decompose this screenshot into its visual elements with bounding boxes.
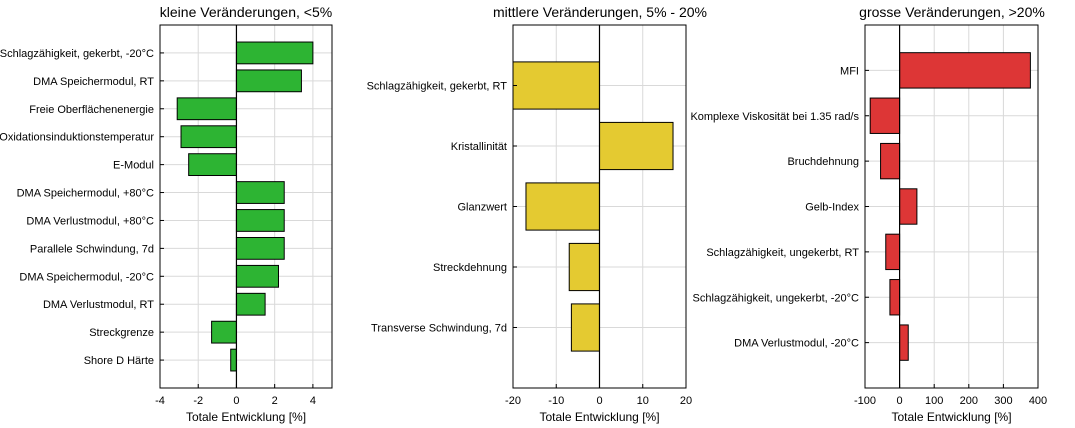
bar <box>235 181 285 204</box>
x-tick-label: 200 <box>960 395 978 407</box>
chart-panel-1: -4 -2 0 2 4 Schlagzähigkeit, gekerbt, -20°C DM… <box>0 4 333 424</box>
category-label: Transverse Schwindung, 7d <box>371 323 507 335</box>
bar <box>188 153 237 177</box>
x-axis-label: Totale Entwicklung [%] <box>539 410 659 424</box>
category-label: DMA Verlustmodul, RT <box>43 299 154 311</box>
bar <box>235 236 285 260</box>
bar <box>570 303 601 352</box>
x-tick-label: 4 <box>310 395 316 407</box>
x-axis-label: Totale Entwicklung [%] <box>891 410 1011 424</box>
bar <box>899 188 918 225</box>
x-tick-label: 300 <box>994 395 1012 407</box>
category-label: Komplexe Viskosität bei 1.35 rad/s <box>690 111 859 123</box>
category-label: Oxidationsinduktionstemperatur <box>0 132 154 144</box>
bar <box>899 52 1031 89</box>
category-label: DMA Speichermodul, -20°C <box>19 271 154 283</box>
x-tick-label: 20 <box>680 395 692 407</box>
x-tick-label: -4 <box>155 395 165 407</box>
chart-panel-3: -100 0 100 200 300 400 MFI Komplexe Viskosität … <box>690 4 1047 424</box>
category-label: Streckdehnung <box>433 262 507 274</box>
bar <box>568 242 600 292</box>
x-tick-label: 400 <box>1029 395 1047 407</box>
plot-frame <box>159 24 333 389</box>
category-label: DMA Verlustmodul, +80°C <box>26 215 154 227</box>
bar <box>512 61 600 110</box>
category-label: Parallele Schwindung, 7d <box>30 243 154 255</box>
bar <box>899 324 909 361</box>
category-label: Kristallinität <box>451 141 507 153</box>
bar <box>880 142 901 180</box>
chart-title: grosse Veränderungen, >20% <box>859 4 1045 20</box>
bar <box>230 348 237 372</box>
x-tick-label: 0 <box>596 395 602 407</box>
bar <box>885 233 901 271</box>
bar <box>235 209 285 232</box>
chart-panel-2: -20 -10 0 10 20 Schlagzähigkeit, gekerbt, RT K… <box>367 4 707 424</box>
category-label: DMA Speichermodul, RT <box>33 76 154 88</box>
bar <box>211 320 237 344</box>
category-label: Bruchdehnung <box>787 156 859 168</box>
x-tick-label: -20 <box>505 395 521 407</box>
category-label: Shore D Härte <box>84 355 154 367</box>
x-tick-label: -100 <box>854 395 876 407</box>
bar <box>869 97 901 134</box>
x-tick-label: 0 <box>897 395 903 407</box>
x-tick-label: 2 <box>272 395 278 407</box>
category-label: Schlagzähigkeit, gekerbt, RT <box>367 81 508 93</box>
category-label: Streckgrenze <box>89 327 154 339</box>
category-label: E-Modul <box>113 160 154 172</box>
bar <box>599 121 674 171</box>
category-label: Schlagzähigkeit, ungekerbt, RT <box>706 247 859 259</box>
bar <box>176 97 237 121</box>
category-label: Freie Oberflächenenergie <box>29 104 154 116</box>
x-tick-label: -10 <box>548 395 564 407</box>
category-label: Glanzwert <box>457 202 507 214</box>
x-axis-label: Totale Entwicklung [%] <box>186 410 306 424</box>
bar <box>889 279 901 316</box>
chart-title: kleine Veränderungen, <5% <box>160 4 332 20</box>
category-label: DMA Speichermodul, +80°C <box>17 188 154 200</box>
chart-title: mittlere Veränderungen, 5% - 20% <box>493 4 707 20</box>
category-label: Schlagzähigkeit, ungekerbt, -20°C <box>693 292 859 304</box>
category-label: DMA Verlustmodul, -20°C <box>734 338 859 350</box>
x-tick-label: 100 <box>925 395 943 407</box>
bar <box>235 292 266 316</box>
category-label: MFI <box>840 65 859 77</box>
x-tick-label: 10 <box>637 395 649 407</box>
bar <box>525 182 600 231</box>
bar <box>235 264 279 288</box>
x-tick-label: 0 <box>233 395 239 407</box>
bar <box>235 69 302 93</box>
bar <box>180 125 237 149</box>
bar <box>235 41 314 65</box>
category-label: Gelb-Index <box>805 202 859 214</box>
x-tick-label: -2 <box>193 395 203 407</box>
category-label: Schlagzähigkeit, gekerbt, -20°C <box>0 48 154 60</box>
